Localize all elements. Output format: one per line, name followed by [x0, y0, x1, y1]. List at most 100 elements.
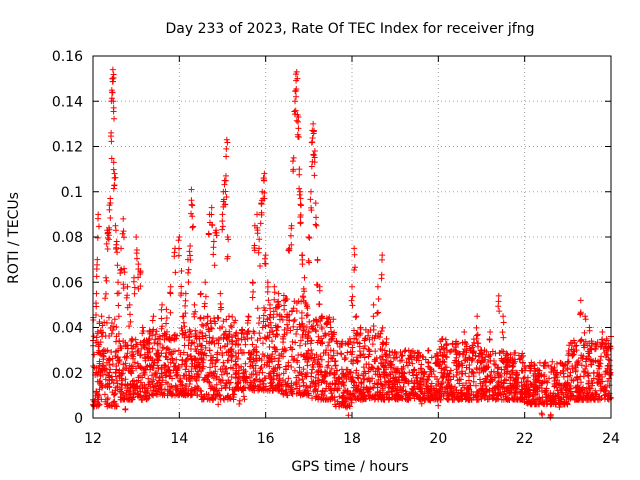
- data-point: [428, 392, 435, 399]
- data-point: [461, 351, 468, 358]
- data-point: [405, 380, 412, 387]
- data-point: [117, 394, 124, 401]
- data-point: [567, 369, 574, 376]
- data-point: [250, 288, 257, 295]
- data-point: [107, 324, 114, 331]
- data-point: [354, 374, 361, 381]
- data-point: [122, 376, 129, 383]
- data-point: [242, 360, 249, 367]
- data-point: [482, 375, 489, 382]
- data-point: [95, 223, 102, 230]
- data-point: [209, 396, 216, 403]
- data-point: [532, 368, 539, 375]
- data-point: [192, 308, 199, 315]
- data-point: [470, 378, 477, 385]
- data-point: [282, 381, 289, 388]
- data-point: [398, 369, 405, 376]
- data-point: [498, 366, 505, 373]
- data-point: [187, 252, 194, 259]
- data-point: [317, 317, 324, 324]
- data-point: [360, 364, 367, 371]
- data-point: [147, 366, 154, 373]
- data-point: [534, 390, 541, 397]
- data-point: [232, 374, 239, 381]
- data-point: [309, 380, 316, 387]
- data-point: [182, 310, 189, 317]
- data-point: [267, 319, 274, 326]
- data-point: [345, 412, 352, 419]
- data-point: [141, 382, 148, 389]
- data-point: [122, 406, 129, 413]
- data-point: [296, 171, 303, 178]
- data-point: [325, 352, 332, 359]
- data-point: [280, 377, 287, 384]
- data-point: [219, 352, 226, 359]
- data-point: [428, 354, 435, 361]
- data-point: [590, 369, 597, 376]
- data-point: [366, 378, 373, 385]
- data-point: [296, 364, 303, 371]
- data-point: [229, 365, 236, 372]
- data-point: [323, 380, 330, 387]
- data-point: [308, 204, 315, 211]
- data-point: [291, 316, 298, 323]
- data-point: [567, 395, 574, 402]
- data-point: [262, 260, 269, 267]
- data-point: [173, 371, 180, 378]
- data-point: [288, 241, 295, 248]
- data-point: [510, 360, 517, 367]
- data-point: [248, 371, 255, 378]
- data-point: [340, 390, 347, 397]
- y-tick-label: 0.12: [52, 140, 83, 156]
- data-point: [401, 348, 408, 355]
- data-point: [474, 313, 481, 320]
- data-point: [135, 374, 142, 381]
- data-point: [208, 211, 215, 218]
- data-point: [487, 372, 494, 379]
- data-point: [536, 385, 543, 392]
- data-point: [322, 332, 329, 339]
- data-point: [257, 262, 264, 269]
- data-point: [202, 332, 209, 339]
- data-point: [110, 159, 117, 166]
- data-point: [380, 371, 387, 378]
- data-point: [116, 337, 123, 344]
- data-point: [227, 379, 234, 386]
- data-point: [483, 348, 490, 355]
- data-point: [474, 340, 481, 347]
- data-point: [271, 283, 278, 290]
- data-point: [265, 297, 272, 304]
- data-point: [438, 369, 445, 376]
- data-point: [556, 381, 563, 388]
- data-point: [254, 305, 261, 312]
- data-point: [521, 385, 528, 392]
- data-point: [428, 380, 435, 387]
- data-point: [275, 298, 282, 305]
- data-point: [435, 381, 442, 388]
- data-point: [387, 371, 394, 378]
- data-point: [349, 283, 355, 290]
- data-point: [378, 271, 385, 278]
- data-point: [131, 389, 138, 396]
- data-point: [396, 386, 403, 393]
- data-point: [542, 359, 549, 366]
- data-point: [336, 393, 343, 400]
- data-point: [104, 245, 111, 252]
- data-point: [97, 377, 104, 384]
- plot-frame: [92, 55, 612, 419]
- data-point: [217, 306, 224, 313]
- data-point: [570, 351, 577, 358]
- data-point: [473, 332, 480, 339]
- data-point: [97, 382, 104, 389]
- data-point: [145, 353, 152, 360]
- data-point: [553, 384, 560, 391]
- data-point: [127, 369, 134, 376]
- data-point: [108, 349, 115, 356]
- data-point: [227, 322, 234, 329]
- data-point: [266, 334, 273, 341]
- data-point: [283, 329, 290, 336]
- data-point: [266, 301, 273, 308]
- data-point: [311, 159, 318, 166]
- data-point: [108, 138, 115, 145]
- data-point: [410, 392, 417, 399]
